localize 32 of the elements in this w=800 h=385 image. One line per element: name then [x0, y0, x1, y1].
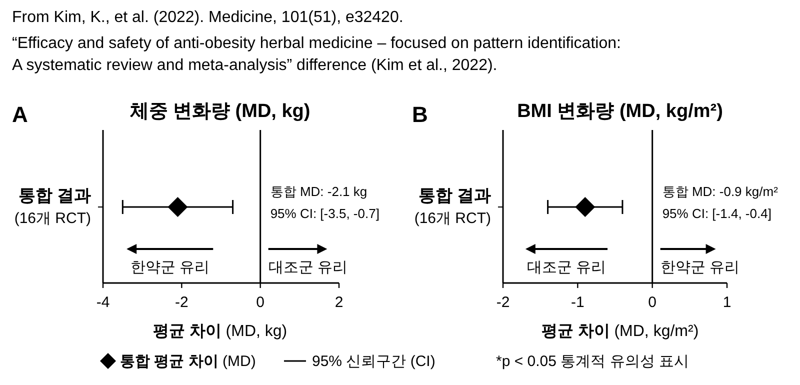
x-axis-title: 평균 차이 (MD, kg) — [152, 323, 288, 340]
x-axis-title: 평균 차이 (MD, kg/m²) — [541, 323, 699, 340]
tick: 0 — [256, 294, 264, 311]
text: *p < 0.05 통계적 유의성 표시 — [496, 353, 689, 370]
text: (16개 RCT) — [14, 210, 91, 227]
panel-label: B — [412, 102, 428, 127]
text: 95% CI: [-1.4, -0.4] — [662, 206, 772, 221]
title: BMI 변화량 (MD, kg/m²) — [517, 101, 723, 122]
text: A systematic review and meta-analysis” difference (Kim et al., 2022). — [12, 57, 498, 74]
text: 대조군 유리 — [526, 259, 606, 276]
tick: 1 — [722, 294, 732, 311]
text: 대조군 유리 — [268, 259, 348, 276]
text: (16개 RCT) — [414, 210, 491, 227]
text: From Kim, K., et al. (2022). Medicine, 101(51), e32420. — [12, 9, 404, 26]
tick: -1 — [571, 294, 584, 311]
text: 통합 결과 — [418, 186, 491, 205]
tick: -4 — [96, 294, 110, 311]
text: 통합 MD: -2.1 kg — [270, 184, 368, 199]
tick: 2 — [334, 294, 344, 311]
text: “Efficacy and safety of anti-obesity herbal medicine – focused on pattern identification: — [12, 35, 621, 52]
panel-label: A — [12, 102, 28, 127]
text: 95% 신뢰구간 (CI) — [312, 353, 436, 370]
text: 통합 결과 — [18, 186, 91, 205]
text: 한약군 유리 — [130, 259, 210, 276]
text: 통합 MD: -0.9 kg/m² — [662, 184, 778, 199]
tick: -2 — [496, 294, 510, 311]
text: 한약군 유리 — [660, 259, 740, 276]
text: 95% CI: [-3.5, -0.7] — [270, 206, 380, 221]
title: 체중 변화량 (MD, kg) — [130, 101, 310, 122]
tick: 0 — [648, 294, 656, 311]
tick: -2 — [175, 294, 188, 311]
text: 통합 평균 차이 (MD) — [120, 353, 256, 370]
